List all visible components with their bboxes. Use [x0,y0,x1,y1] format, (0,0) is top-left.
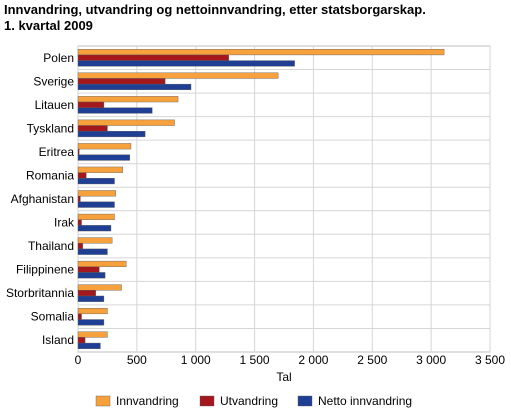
x-tick-label: 1 000 [181,353,211,367]
bar [77,337,86,344]
x-tick-label: 3 500 [475,353,505,367]
bar [77,219,82,226]
bar [77,260,127,267]
bar [77,154,130,161]
bar [77,319,105,326]
bar [77,190,116,197]
category-label: Romania [26,168,74,182]
bar [77,172,87,179]
x-axis-label: Tal [276,370,291,384]
bar [77,307,108,315]
category-label: Polen [43,51,74,65]
legend-label: Netto innvandring [318,394,412,408]
legend-swatch [199,395,215,407]
bar [77,178,115,185]
category-label: Afghanistan [11,192,74,206]
bar [77,331,108,338]
bar [77,243,83,250]
bar [77,78,166,85]
category-label: Tyskland [27,121,74,135]
chart-title-line2: 1. kvartal 2009 [4,18,93,33]
bar [77,101,105,108]
bar [77,125,108,132]
x-tick-label: 2 500 [357,353,387,367]
bars [77,49,445,349]
chart-title: Innvandring, utvandring og nettoinnvandr… [4,2,504,34]
category-label: Storbritannia [6,286,74,300]
legend-label: Innvandring [116,394,179,408]
x-tick-label: 0 [75,353,82,367]
category-label: Island [42,333,74,347]
bar [77,195,81,203]
chart-title-line1: Innvandring, utvandring og nettoinnvandr… [4,2,426,17]
bar [77,148,80,155]
plot-frame [77,45,491,353]
bar [77,54,229,61]
bar [77,49,445,56]
bar [77,266,100,273]
bar [77,72,279,79]
bar [77,213,115,220]
category-label: Eritrea [39,145,75,159]
category-label: Filippinene [16,263,74,277]
bar [77,143,132,150]
x-tick-labels: 0 500 1 000 1 500 2 000 2 500 3 000 3 500 [75,353,506,367]
bar [77,248,108,255]
category-label: Litauen [35,98,74,112]
bar [77,119,175,126]
bar [77,284,122,291]
bar [77,131,146,138]
x-tick-label: 1 500 [240,353,270,367]
grid-lines [77,46,491,352]
legend-label: Utvandring [220,394,278,408]
legend-swatch [95,395,111,407]
bar [77,313,82,320]
legend: Innvandring Utvandring Netto innvandring [95,394,412,408]
category-label: Somalia [31,310,75,324]
bar [77,96,179,103]
bar [77,272,106,279]
legend-swatch [297,395,313,407]
x-tick-label: 2 000 [298,353,328,367]
category-label: Sverige [33,74,74,88]
bar [77,290,96,297]
bar [77,237,113,244]
bar [77,83,192,91]
category-label: Thailand [28,239,74,253]
x-tick-label: 500 [127,353,147,367]
category-labels: Polen Sverige Litauen Tyskland Eritrea Romani… [6,51,75,347]
bar [77,107,153,114]
x-tick-label: 3 000 [416,353,446,367]
bar [77,60,295,67]
bar [77,166,123,173]
bar [77,342,101,349]
category-label: Irak [54,216,75,230]
bar [77,295,105,302]
bar [77,225,112,232]
bar [77,201,115,208]
